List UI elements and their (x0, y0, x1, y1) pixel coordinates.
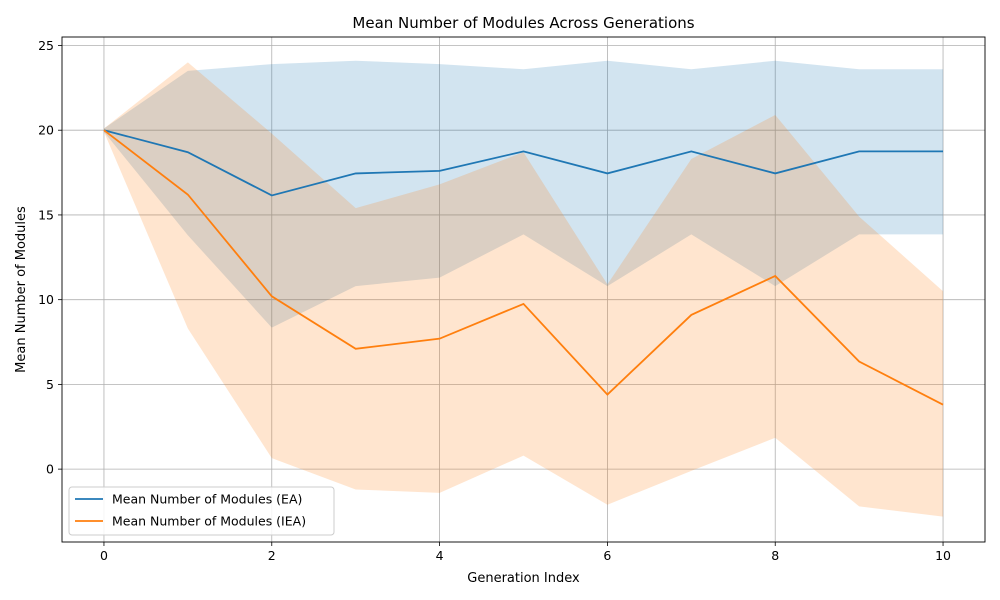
x-tick-label: 4 (436, 548, 444, 563)
legend-label-ea: Mean Number of Modules (EA) (112, 492, 302, 507)
y-tick-label: 15 (38, 207, 54, 222)
chart-title: Mean Number of Modules Across Generation… (352, 14, 694, 32)
y-tick-label: 10 (38, 292, 54, 307)
plot-frame (61, 36, 986, 543)
series-lines (103, 129, 944, 406)
x-tick-label: 2 (268, 548, 276, 563)
x-tick-label: 8 (771, 548, 779, 563)
confidence-band-0 (103, 60, 944, 328)
x-tick-label: 6 (603, 548, 611, 563)
legend: Mean Number of Modules (EA) Mean Number … (68, 486, 335, 536)
grid (62, 37, 985, 542)
x-tick-label: 10 (935, 548, 951, 563)
y-tick-label: 25 (38, 38, 54, 53)
y-axis-label: Mean Number of Modules (14, 206, 29, 373)
confidence-bands (103, 60, 944, 517)
axis-ticks: 0 2 4 6 8 10 0 5 10 15 20 25 (38, 38, 951, 563)
series-line-0 (103, 129, 944, 197)
legend-label-iea: Mean Number of Modules (IEA) (112, 514, 306, 529)
series-line-1 (103, 129, 944, 406)
x-tick-label: 0 (100, 548, 108, 563)
confidence-band-1 (103, 62, 944, 517)
x-axis-label: Generation Index (467, 571, 580, 586)
y-tick-label: 5 (46, 377, 54, 392)
y-tick-label: 20 (38, 123, 54, 138)
legend-box (68, 486, 335, 536)
y-tick-label: 0 (46, 462, 54, 477)
